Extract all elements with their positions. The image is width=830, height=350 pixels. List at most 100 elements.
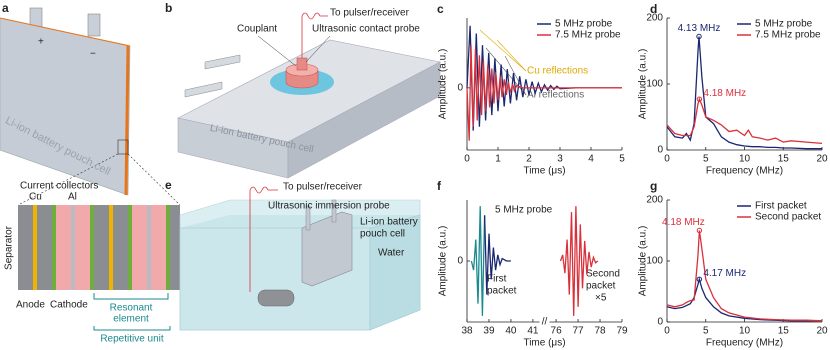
packet-note: Second: [586, 269, 620, 280]
x-tick-label: 15: [778, 326, 790, 337]
x-axis-label: Frequency (MHz): [706, 338, 783, 349]
x-tick-label: 20: [816, 326, 828, 337]
peak-label: 4.13 MHz: [678, 23, 721, 34]
packet-note: packet: [586, 281, 616, 292]
x-tick-label: 5: [703, 326, 709, 337]
x-tick-label: 40: [505, 326, 517, 337]
panel-label: c: [437, 2, 444, 16]
y-tick-label: 0: [657, 317, 663, 328]
unit-label: Repetitive unit: [100, 334, 164, 345]
data-line: [559, 206, 599, 316]
y-tick-label: 200: [646, 13, 663, 24]
data-line: [466, 45, 622, 141]
peak-marker: [696, 227, 703, 234]
legend-label: First packet: [755, 201, 807, 212]
cathode-label: Cathode: [50, 300, 88, 311]
packet-note: First: [487, 274, 507, 285]
x-tick-label: 3: [557, 154, 563, 165]
x-tick-label: 38: [461, 326, 473, 337]
legend-label: Second packet: [755, 212, 821, 223]
data-line: [466, 25, 622, 131]
contact-setup: [177, 12, 441, 179]
panel-label: g: [650, 179, 657, 193]
wire-label: To pulser/receiver: [330, 8, 410, 19]
y-tick-label: 0: [457, 83, 463, 94]
data-line: [666, 97, 823, 145]
x-tick-label: 39: [483, 326, 495, 337]
x-tick-label: 41: [527, 326, 539, 337]
x-tick-label: 10: [739, 326, 751, 337]
note-leaders: [479, 29, 527, 96]
probe-note: 5 MHz probe: [495, 205, 553, 216]
x-tick-label: 5: [619, 154, 625, 165]
collectors-label: Current collectors: [20, 181, 98, 192]
packet-note: ×5: [595, 293, 607, 304]
x-tick-label: 0: [464, 154, 470, 165]
pouch-cell-drawing: [0, 7, 181, 206]
anode-label: Anode: [16, 300, 45, 311]
probe-label: Ultrasonic immersion probe: [268, 201, 390, 212]
data-line: [483, 215, 511, 295]
data-line: [666, 36, 822, 150]
peak-marker: [696, 276, 703, 282]
immersion-setup: [179, 186, 421, 331]
al-label: Al: [68, 192, 77, 203]
x-axis-label: Time (μs): [523, 338, 565, 349]
x-axis-label: Frequency (MHz): [706, 166, 783, 177]
cell-label: pouch cell: [360, 229, 405, 240]
x-tick-label: 2: [526, 154, 532, 165]
y-axis-label: Amplitude (a.u.): [438, 49, 449, 120]
resonant-label: Resonant: [110, 303, 153, 314]
minus-sign: −: [90, 49, 96, 60]
x-tick-label: 78: [594, 326, 606, 337]
y-tick-label: 100: [646, 256, 663, 267]
legend-label: 7.5 MHz probe: [755, 30, 821, 41]
y-axis-label: Amplitude (a.u.): [638, 226, 649, 297]
y-axis-label: Amplitude (a.u.): [438, 226, 449, 297]
legend-label: 7.5 MHz probe: [555, 30, 621, 41]
panel-label: a: [2, 1, 9, 15]
peak-label: 4.18 MHz: [703, 88, 746, 99]
cu-note: Cu reflections: [527, 66, 588, 77]
axis-break: //: [542, 317, 548, 328]
y-tick-label: 0: [657, 145, 663, 156]
resonant-label: element: [113, 314, 149, 325]
al-note: Al reflections: [527, 90, 584, 101]
x-axis-label: Time (μs): [523, 166, 565, 177]
x-tick-label: 4: [588, 154, 594, 165]
legend-label: 5 MHz probe: [555, 19, 613, 30]
x-tick-label: 76: [551, 326, 563, 337]
panel-label: b: [165, 1, 172, 15]
legend-label: 5 MHz probe: [755, 19, 813, 30]
x-tick-label: 1: [495, 154, 501, 165]
x-tick-label: 15: [778, 154, 790, 165]
wire-label: To pulser/receiver: [283, 182, 363, 193]
x-tick-label: 5: [703, 154, 709, 165]
y-tick-label: 100: [646, 79, 663, 90]
data-line: [666, 230, 823, 322]
probe-label: Ultrasonic contact probe: [312, 24, 420, 35]
panel-label: d: [650, 2, 657, 16]
x-tick-label: 0: [664, 154, 670, 165]
cell-label: Li-ion battery: [360, 217, 418, 228]
separator-label: Separator: [4, 225, 15, 270]
peak-marker: [696, 33, 702, 40]
x-tick-label: 0: [664, 326, 670, 337]
x-tick-label: 77: [572, 326, 584, 337]
y-tick-label: 200: [646, 195, 663, 206]
x-tick-label: 79: [616, 326, 628, 337]
cross-section: [18, 205, 180, 331]
x-tick-label: 10: [739, 154, 751, 165]
y-tick-label: 0: [457, 256, 463, 267]
packet-note: packet: [487, 286, 517, 297]
panel-label: f: [437, 179, 442, 193]
panel-label: e: [165, 178, 172, 192]
plus-sign: +: [38, 37, 44, 48]
water-label: Water: [378, 248, 405, 259]
cu-label: Cu: [29, 192, 42, 203]
peak-marker: [696, 96, 703, 102]
data-line: [470, 206, 486, 316]
x-tick-label: 20: [816, 154, 828, 165]
peak-label: 4.17 MHz: [703, 268, 746, 279]
